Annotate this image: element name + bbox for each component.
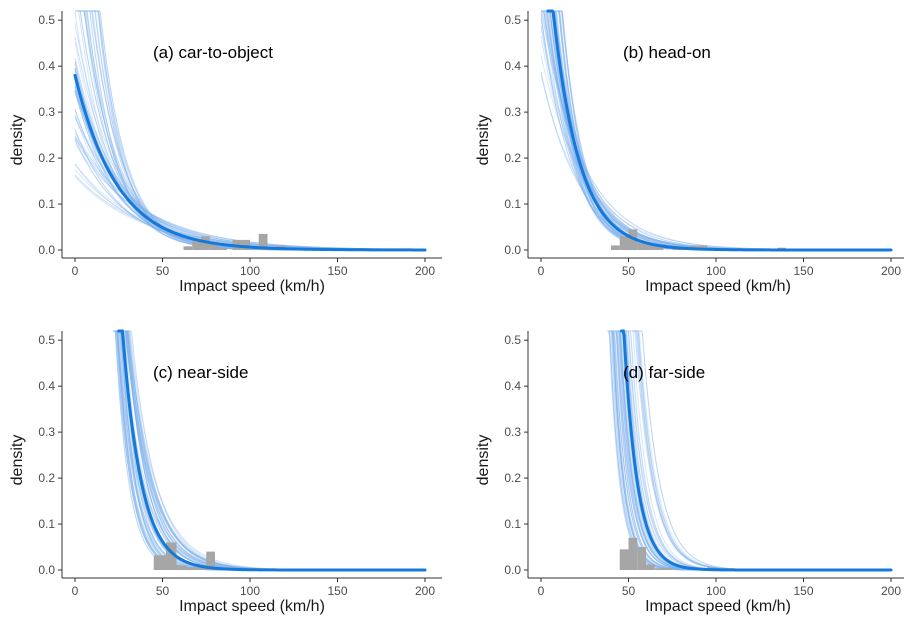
panel-c: 0 50 100 150 200 0.0 0.1 0.2 0.3 0.4 0.5 (c) near-… xyxy=(9,329,442,615)
panel-a: 0 50 100 150 200 0.0 0.1 0.2 0.3 0.4 0.5 (a) car-t… xyxy=(9,10,442,295)
x-tick-label: 100 xyxy=(706,584,726,598)
ticks-d: 0 50 100 150 200 0.0 0.1 0.2 0.3 0.4 0.5 xyxy=(504,333,901,598)
panel-title-c: (c) near-side xyxy=(153,363,248,382)
x-tick-label: 50 xyxy=(622,264,636,278)
x-tick-label: 200 xyxy=(881,264,901,278)
panel-title-b: (b) head-on xyxy=(623,43,711,62)
y-tick-label: 0.2 xyxy=(38,471,55,485)
x-tick-label: 150 xyxy=(327,264,347,278)
ticks-b: 0 50 100 150 200 0.0 0.1 0.2 0.3 0.4 0.5 xyxy=(504,13,901,278)
mean-line-b xyxy=(546,9,893,252)
histogram-bar xyxy=(628,537,638,570)
histogram-bar xyxy=(192,239,201,250)
panel-title-a: (a) car-to-object xyxy=(153,43,273,62)
histogram-bar xyxy=(619,549,629,570)
x-tick-label: 100 xyxy=(240,264,260,278)
panel-d: 0 50 100 150 200 0.0 0.1 0.2 0.3 0.4 0.5 (d) far-s… xyxy=(475,329,904,615)
x-tick-label: 0 xyxy=(538,584,545,598)
plot-area-b xyxy=(528,11,904,258)
y-tick-label: 0.4 xyxy=(38,379,55,393)
y-tick-label: 0.3 xyxy=(504,105,521,119)
histogram-bar xyxy=(611,245,620,250)
x-tick-label: 100 xyxy=(240,584,260,598)
histogram-bar xyxy=(637,547,646,570)
x-tick-label: 50 xyxy=(622,584,636,598)
x-tick-label: 0 xyxy=(538,264,545,278)
histogram-bar xyxy=(258,233,268,250)
ticks-a: 0 50 100 150 200 0.0 0.1 0.2 0.3 0.4 0.5 xyxy=(38,13,435,278)
x-tick-label: 200 xyxy=(415,264,435,278)
x-axis-title-b: Impact speed (km/h) xyxy=(645,278,791,295)
x-tick-label: 0 xyxy=(72,584,79,598)
y-tick-label: 0.1 xyxy=(504,517,521,531)
x-tick-label: 50 xyxy=(156,584,170,598)
plot-area-a xyxy=(62,11,442,258)
x-axis-title-c: Impact speed (km/h) xyxy=(179,598,325,615)
y-tick-label: 0.2 xyxy=(504,471,521,485)
histogram-bar xyxy=(176,565,187,570)
y-tick-label: 0.4 xyxy=(38,59,55,73)
x-axis-title-d: Impact speed (km/h) xyxy=(645,598,791,615)
y-tick-label: 0.5 xyxy=(38,13,55,27)
y-tick-label: 0.5 xyxy=(38,333,55,347)
y-tick-label: 0.1 xyxy=(38,197,55,211)
histogram-bar xyxy=(646,245,664,250)
y-axis-title-c: density xyxy=(9,435,26,486)
x-tick-label: 100 xyxy=(706,264,726,278)
x-tick-label: 150 xyxy=(793,264,813,278)
y-tick-label: 0.0 xyxy=(38,243,55,257)
histogram-bar xyxy=(637,243,646,250)
mean-line-d xyxy=(620,329,893,572)
histogram-bar xyxy=(646,564,655,570)
histogram-bar xyxy=(187,567,207,570)
y-tick-label: 0.3 xyxy=(38,105,55,119)
x-tick-label: 200 xyxy=(881,584,901,598)
x-tick-label: 150 xyxy=(793,584,813,598)
y-tick-label: 0.2 xyxy=(38,151,55,165)
ticks-c: 0 50 100 150 200 0.0 0.1 0.2 0.3 0.4 0.5 xyxy=(38,333,435,598)
x-tick-label: 50 xyxy=(156,264,170,278)
y-tick-label: 0.3 xyxy=(38,425,55,439)
y-tick-label: 0.1 xyxy=(504,197,521,211)
x-tick-label: 200 xyxy=(415,584,435,598)
panel-title-d: (d) far-side xyxy=(623,363,705,382)
y-tick-label: 0.0 xyxy=(504,243,521,257)
histogram-bar xyxy=(241,239,250,250)
histogram-bar xyxy=(206,551,215,570)
y-axis-title-a: density xyxy=(9,115,26,166)
histogram-bar xyxy=(166,542,177,570)
y-tick-label: 0.1 xyxy=(38,517,55,531)
x-axis-title-a: Impact speed (km/h) xyxy=(179,278,325,295)
histogram-bar xyxy=(209,241,219,250)
y-tick-label: 0.3 xyxy=(504,425,521,439)
y-tick-label: 0.5 xyxy=(504,333,521,347)
histogram-bar xyxy=(218,248,228,250)
y-tick-label: 0.4 xyxy=(504,59,521,73)
y-axis-title-d: density xyxy=(475,435,492,486)
y-tick-label: 0.4 xyxy=(504,379,521,393)
histogram-bar xyxy=(153,555,166,570)
y-tick-label: 0.0 xyxy=(504,563,521,577)
y-axis-title-b: density xyxy=(475,115,492,166)
histogram-bar xyxy=(183,246,193,250)
x-tick-label: 0 xyxy=(72,264,79,278)
plot-area-d xyxy=(528,331,904,578)
y-tick-label: 0.5 xyxy=(504,13,521,27)
histogram-bar xyxy=(654,568,673,570)
histogram-bar xyxy=(619,236,629,250)
mean-line-a xyxy=(73,73,427,252)
y-tick-label: 0.2 xyxy=(504,151,521,165)
x-tick-label: 150 xyxy=(327,584,347,598)
panel-b: 0 50 100 150 200 0.0 0.1 0.2 0.3 0.4 0.5 (b) head-… xyxy=(475,9,904,295)
y-tick-label: 0.0 xyxy=(38,563,55,577)
mean-line-c xyxy=(117,329,427,572)
